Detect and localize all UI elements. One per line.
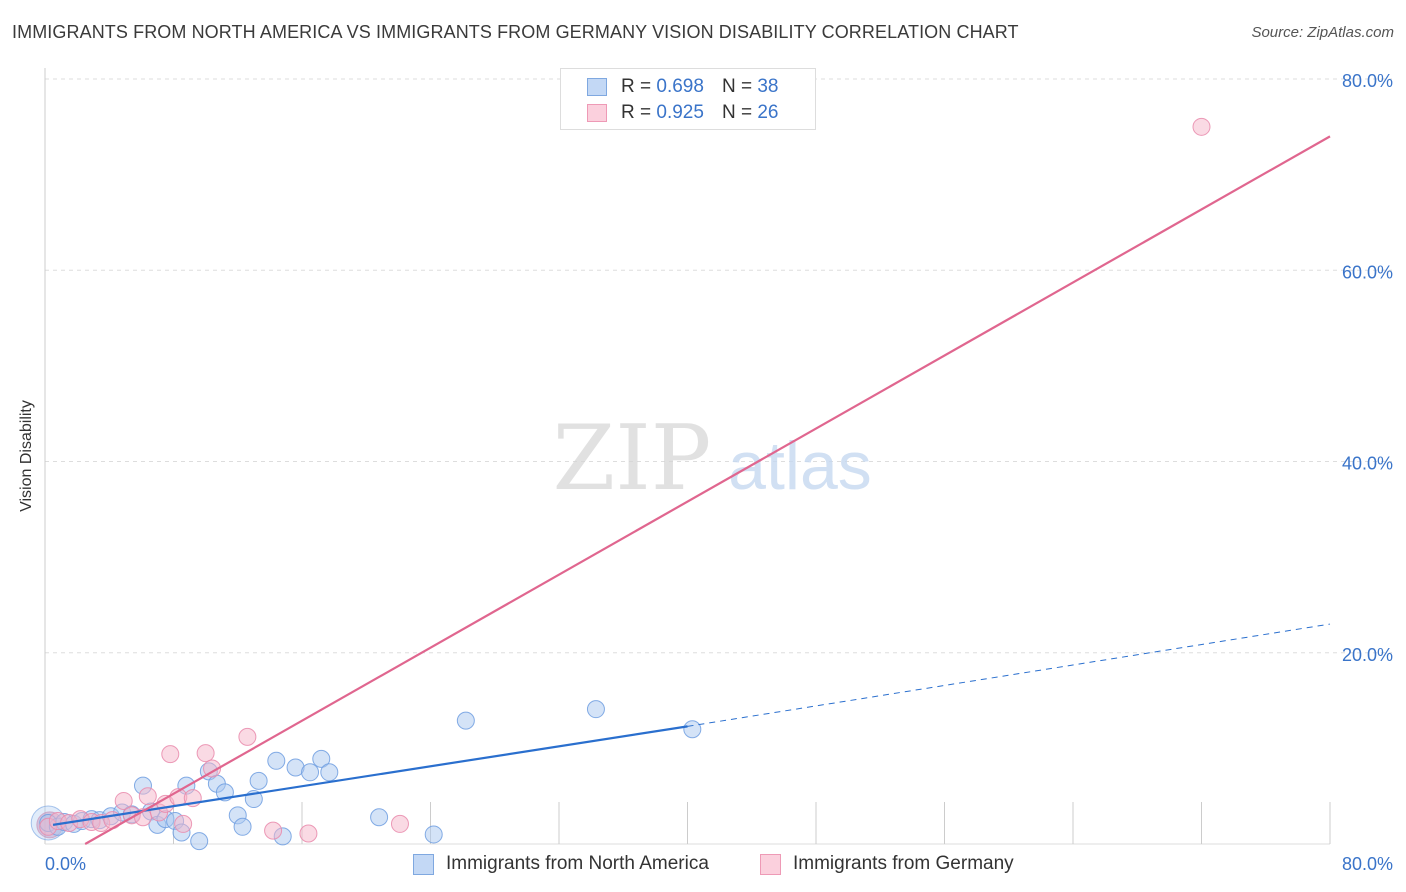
point-germany bbox=[196, 744, 215, 763]
point-germany bbox=[264, 821, 283, 840]
point-north-america bbox=[456, 711, 475, 730]
axis-layer bbox=[44, 68, 1331, 845]
point-north-america bbox=[586, 700, 605, 719]
point-germany bbox=[238, 727, 257, 746]
point-north-america bbox=[320, 763, 339, 782]
y-tick-label: 80.0% bbox=[1342, 71, 1393, 91]
point-north-america bbox=[267, 751, 286, 770]
point-north-america bbox=[683, 720, 702, 739]
bottom-legend-north-america: Immigrants from North America bbox=[413, 852, 709, 876]
points-layer bbox=[30, 117, 1211, 851]
trendline-north-america bbox=[52, 725, 688, 826]
legend-row-germany: R = 0.925 N = 26 bbox=[587, 101, 778, 125]
y-tick-label: 20.0% bbox=[1342, 645, 1393, 665]
trendline-north-america-extension bbox=[687, 623, 1331, 727]
point-north-america bbox=[312, 749, 331, 768]
trend-layer bbox=[52, 135, 1331, 845]
legend-n-value: 26 bbox=[757, 102, 779, 123]
legend-r-value: 0.698 bbox=[656, 76, 704, 97]
legend-swatch-germany bbox=[587, 104, 607, 122]
point-germany bbox=[174, 814, 193, 833]
legend-n-label: N = bbox=[721, 102, 753, 123]
legend-r-value: 0.925 bbox=[656, 102, 704, 123]
point-germany bbox=[1192, 117, 1211, 136]
point-north-america bbox=[370, 808, 389, 827]
chart-source: Source: ZipAtlas.com bbox=[1251, 24, 1394, 41]
bottom-legend-label-north-america: Immigrants from North America bbox=[446, 853, 709, 874]
bottom-legend-germany: Immigrants from Germany bbox=[760, 852, 1014, 876]
watermark: ZIP atlas bbox=[553, 406, 872, 511]
point-germany bbox=[138, 787, 157, 806]
x-tick-label: 0.0% bbox=[45, 854, 86, 874]
bottom-legend-label-germany: Immigrants from Germany bbox=[793, 853, 1014, 874]
bottom-legend-swatch-north-america bbox=[413, 853, 434, 875]
legend-r-label: R = bbox=[621, 102, 652, 123]
point-germany bbox=[203, 759, 222, 778]
point-north-america bbox=[424, 825, 443, 844]
y-axis-label: Vision Disability bbox=[18, 400, 35, 512]
point-germany bbox=[161, 745, 180, 764]
legend-n-label: N = bbox=[721, 76, 753, 97]
bottom-legend-swatch-germany bbox=[760, 853, 781, 875]
y-tick-label: 40.0% bbox=[1342, 454, 1393, 474]
y-tick-label: 60.0% bbox=[1342, 262, 1393, 282]
legend-n-value: 38 bbox=[757, 76, 779, 97]
point-north-america bbox=[249, 771, 268, 790]
grid-layer bbox=[45, 78, 1392, 654]
chart-title: IMMIGRANTS FROM NORTH AMERICA VS IMMIGRA… bbox=[12, 22, 1019, 42]
x-tick-label: 80.0% bbox=[1342, 854, 1393, 874]
point-north-america bbox=[301, 763, 320, 782]
trendline-germany bbox=[84, 135, 1331, 845]
legend-swatch-north-america bbox=[587, 78, 607, 96]
point-germany bbox=[390, 814, 409, 833]
point-north-america bbox=[190, 832, 209, 851]
watermark-zip: ZIP bbox=[553, 406, 712, 511]
legend-r-label: R = bbox=[621, 76, 652, 97]
tick-label-layer: 20.0% 40.0% 60.0% 80.0% 0.0% 80.0% bbox=[45, 71, 1393, 874]
legend-row-north-america: R = 0.698 N = 38 bbox=[587, 75, 778, 99]
legend: R = 0.698 N = 38 R = 0.925 N = 26 bbox=[560, 68, 816, 130]
point-north-america bbox=[233, 817, 252, 836]
point-germany bbox=[114, 791, 133, 810]
point-germany bbox=[299, 824, 318, 843]
